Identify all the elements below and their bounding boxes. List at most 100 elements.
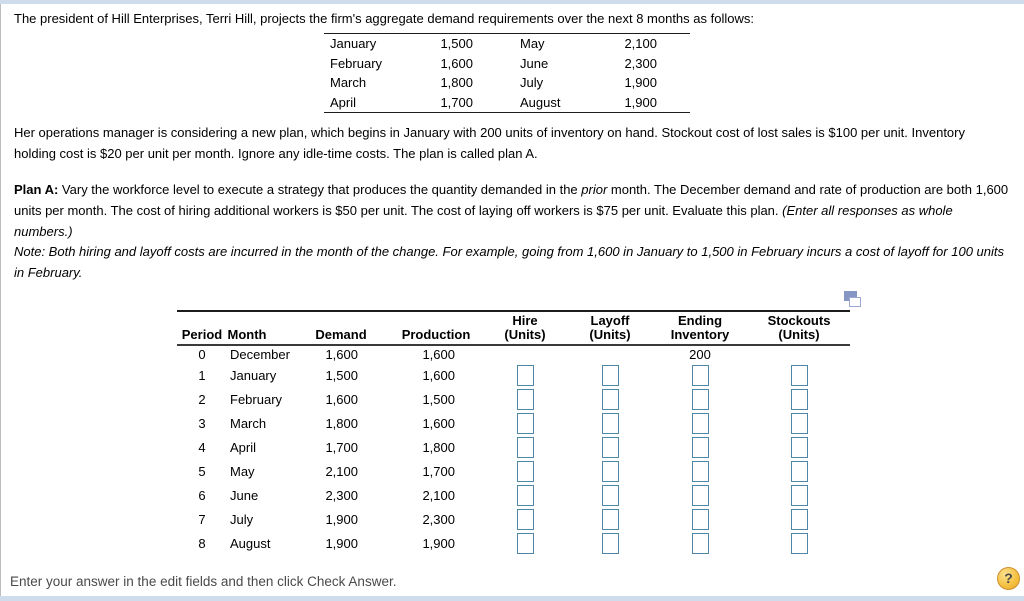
production-cell: 2,300 — [422, 512, 455, 527]
month-cell: January — [230, 368, 277, 383]
period-header: Period — [181, 327, 223, 342]
layoff-units-input[interactable] — [601, 484, 619, 506]
month-label: April — [330, 94, 357, 110]
month-cell: December — [230, 347, 290, 362]
worksheet-row: 4 April 1,700 1,800 — [177, 436, 850, 460]
hire-units-input[interactable] — [516, 460, 534, 482]
layoff-units-input[interactable] — [601, 532, 619, 554]
demand-cell: 2,100 — [325, 464, 358, 479]
ending-inventory-input[interactable] — [691, 436, 709, 458]
month-label: July — [520, 75, 544, 90]
ending-inventory-header-line2: Inventory — [670, 327, 730, 342]
demand-cell: 1,900 — [325, 536, 358, 551]
hire-units-input[interactable] — [516, 532, 534, 554]
layoff-units-input[interactable] — [601, 388, 619, 410]
month-label: June — [520, 55, 549, 71]
stockouts-header-line2: (Units) — [778, 327, 820, 342]
ending-inventory-input[interactable] — [691, 364, 709, 386]
demand-cell: 1,800 — [325, 416, 358, 431]
production-cell: 1,500 — [422, 392, 455, 407]
plan-a-text-2: month. The December demand and rate of p… — [14, 182, 1009, 218]
worksheet-row: 6 June 2,300 2,100 — [177, 484, 850, 508]
ending-inventory-input[interactable] — [691, 388, 709, 410]
manager-paragraph: Her operations manager is considering a … — [14, 125, 965, 161]
layoff-header-line1: Layoff — [590, 313, 630, 328]
hire-units-input[interactable] — [516, 484, 534, 506]
worksheet-header: Period Month Demand Production Hire (Uni… — [177, 312, 850, 346]
top-edge-bar — [0, 0, 1024, 4]
worksheet-body: 0 December 1,600 1,600 200 1 January 1,5… — [177, 346, 850, 556]
stockouts-units-input[interactable] — [790, 388, 808, 410]
worksheet-row: 8 August 1,900 1,900 — [177, 532, 850, 556]
hire-units-input[interactable] — [516, 508, 534, 530]
note-paragraph: Note: Both hiring and layoff costs are i… — [14, 244, 1004, 280]
hire-units-input[interactable] — [516, 388, 534, 410]
stockouts-units-input[interactable] — [790, 508, 808, 530]
help-button[interactable]: ? — [997, 567, 1020, 590]
month-header: Month — [227, 327, 267, 342]
stockouts-units-input[interactable] — [790, 412, 808, 434]
demand-header: Demand — [315, 327, 367, 342]
production-cell: 1,600 — [422, 416, 455, 431]
worksheet-row: 7 July 1,900 2,300 — [177, 508, 850, 532]
ending-inventory-input[interactable] — [691, 460, 709, 482]
open-table-in-new-window-icon[interactable] — [843, 290, 863, 309]
back-square — [844, 291, 857, 301]
demand-value: 1,500 — [440, 36, 473, 51]
stockouts-units-input[interactable] — [790, 532, 808, 554]
ending-inventory-input[interactable] — [691, 484, 709, 506]
worksheet-row: 3 March 1,800 1,600 — [177, 412, 850, 436]
demand-table-row: February 1,600 June 2,300 — [324, 54, 690, 74]
hire-header-line2: (Units) — [504, 327, 546, 342]
month-label: August — [520, 94, 561, 110]
month-label: May — [520, 36, 545, 51]
month-cell: August — [230, 536, 271, 551]
plan-a-text-1: Vary the workforce level to execute a st… — [58, 182, 582, 197]
month-cell: July — [230, 512, 254, 527]
worksheet-row: 5 May 2,100 1,700 — [177, 460, 850, 484]
stockouts-units-input[interactable] — [790, 460, 808, 482]
layoff-units-input[interactable] — [601, 436, 619, 458]
demand-table-row: April 1,700 August 1,900 — [324, 93, 690, 113]
layoff-units-input[interactable] — [601, 460, 619, 482]
hire-units-input[interactable] — [516, 412, 534, 434]
month-cell: May — [230, 464, 255, 479]
period-cell: 3 — [198, 416, 206, 431]
front-square — [849, 297, 861, 307]
ending-inventory-value: 200 — [689, 347, 711, 362]
ending-inventory-input[interactable] — [691, 508, 709, 530]
stockouts-units-input[interactable] — [790, 364, 808, 386]
month-label: February — [330, 55, 383, 71]
production-cell: 1,900 — [422, 536, 455, 551]
demand-value: 2,300 — [624, 55, 657, 71]
period-cell: 2 — [198, 392, 206, 407]
month-label: January — [330, 36, 377, 51]
plan-a-paragraph: Plan A: Vary the workforce level to exec… — [14, 179, 1010, 242]
layoff-units-input[interactable] — [601, 364, 619, 386]
ending-inventory-header-line1: Ending — [677, 313, 723, 328]
period-cell: 5 — [198, 464, 206, 479]
enter-responses-note: (Enter all responses as whole numbers.) — [14, 203, 953, 239]
demand-table-row: March 1,800 July 1,900 — [324, 73, 690, 93]
stockouts-units-input[interactable] — [790, 436, 808, 458]
stockouts-units-input[interactable] — [790, 484, 808, 506]
layoff-units-input[interactable] — [601, 508, 619, 530]
production-cell: 1,600 — [422, 347, 455, 362]
demand-value: 2,100 — [624, 36, 657, 51]
demand-cell: 1,600 — [325, 392, 358, 407]
worksheet-row: 2 February 1,600 1,500 — [177, 388, 850, 412]
month-cell: June — [230, 488, 259, 503]
demand-cell: 1,500 — [325, 368, 358, 383]
bottom-edge-bar — [0, 596, 1024, 601]
plan-a-label: Plan A: — [14, 182, 59, 197]
layoff-units-input[interactable] — [601, 412, 619, 434]
ending-inventory-input[interactable] — [691, 532, 709, 554]
ending-inventory-input[interactable] — [691, 412, 709, 434]
production-cell: 2,100 — [422, 488, 455, 503]
production-cell: 1,800 — [422, 440, 455, 455]
footer-instruction: Enter your answer in the edit fields and… — [10, 574, 397, 589]
demand-value: 1,600 — [440, 55, 473, 71]
production-cell: 1,700 — [422, 464, 455, 479]
hire-units-input[interactable] — [516, 436, 534, 458]
hire-units-input[interactable] — [516, 364, 534, 386]
